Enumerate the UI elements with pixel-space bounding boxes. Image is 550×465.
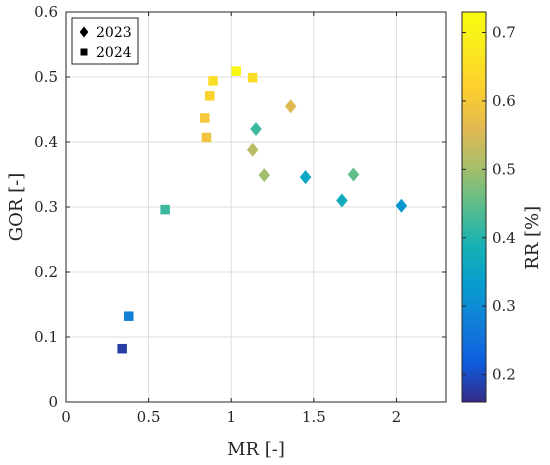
data-point-2024 <box>200 113 210 123</box>
data-point-2024 <box>204 91 215 101</box>
x-axis-label: MR [-] <box>227 439 285 460</box>
data-point-2024 <box>201 132 212 143</box>
x-tick-label: 0.5 <box>137 408 161 426</box>
data-point-2024 <box>117 343 127 354</box>
colorbar: 0.2 0.3 0.4 0.5 0.6 0.7 RR [%] <box>461 11 543 403</box>
data-point-2024 <box>160 204 170 215</box>
y-tick-label: 0.4 <box>34 133 58 151</box>
data-point-2023 <box>347 167 360 182</box>
legend-entry-label: 2024 <box>96 45 132 61</box>
data-point-2023 <box>336 193 348 208</box>
x-tick-label: 1 <box>226 408 236 426</box>
x-tick-label: 1.5 <box>302 408 326 426</box>
y-tick-label: 0.5 <box>34 68 58 86</box>
data-point-2023 <box>246 142 259 157</box>
data-point-2023 <box>258 168 271 183</box>
x-tick-label: 0 <box>61 408 71 426</box>
colorbar-tick-label: 0.7 <box>492 24 516 42</box>
y-tick-label: 0.3 <box>34 198 58 216</box>
colorbar-tick-label: 0.4 <box>492 229 516 247</box>
legend-entry-label: 2023 <box>96 25 132 41</box>
data-point-2024 <box>231 66 241 76</box>
data-point-2024 <box>247 72 258 83</box>
data-point-2023 <box>284 99 297 114</box>
colorbar-tick-label: 0.2 <box>492 366 516 384</box>
colorbar-label: RR [%] <box>522 206 543 270</box>
data-point-2023 <box>250 122 262 136</box>
y-axis-label: GOR [-] <box>6 173 27 242</box>
data-point-2023 <box>299 170 312 185</box>
plot-area: 0 0.5 1 1.5 2 0 0.1 0.2 0.3 0.4 0.5 0.6 MR [-] GOR [-… <box>6 3 447 460</box>
y-tick-label: 0.6 <box>34 3 58 21</box>
legend-box <box>71 17 139 65</box>
legend-marker-diamond <box>79 26 89 38</box>
y-tick-label: 0.2 <box>34 263 58 281</box>
data-point-2023 <box>395 198 408 213</box>
data-point-2024 <box>208 76 218 86</box>
colorbar-tick-label: 0.3 <box>492 297 516 315</box>
y-tick-label: 0.1 <box>34 328 58 346</box>
legend-marker-square <box>80 48 88 56</box>
x-tick-label: 2 <box>392 408 402 426</box>
colorbar-tick-label: 0.5 <box>492 160 516 178</box>
colorbar-gradient <box>461 11 487 403</box>
data-point-2024 <box>124 311 134 321</box>
y-tick-label: 0 <box>48 393 58 411</box>
colorbar-tick-label: 0.6 <box>492 92 516 110</box>
